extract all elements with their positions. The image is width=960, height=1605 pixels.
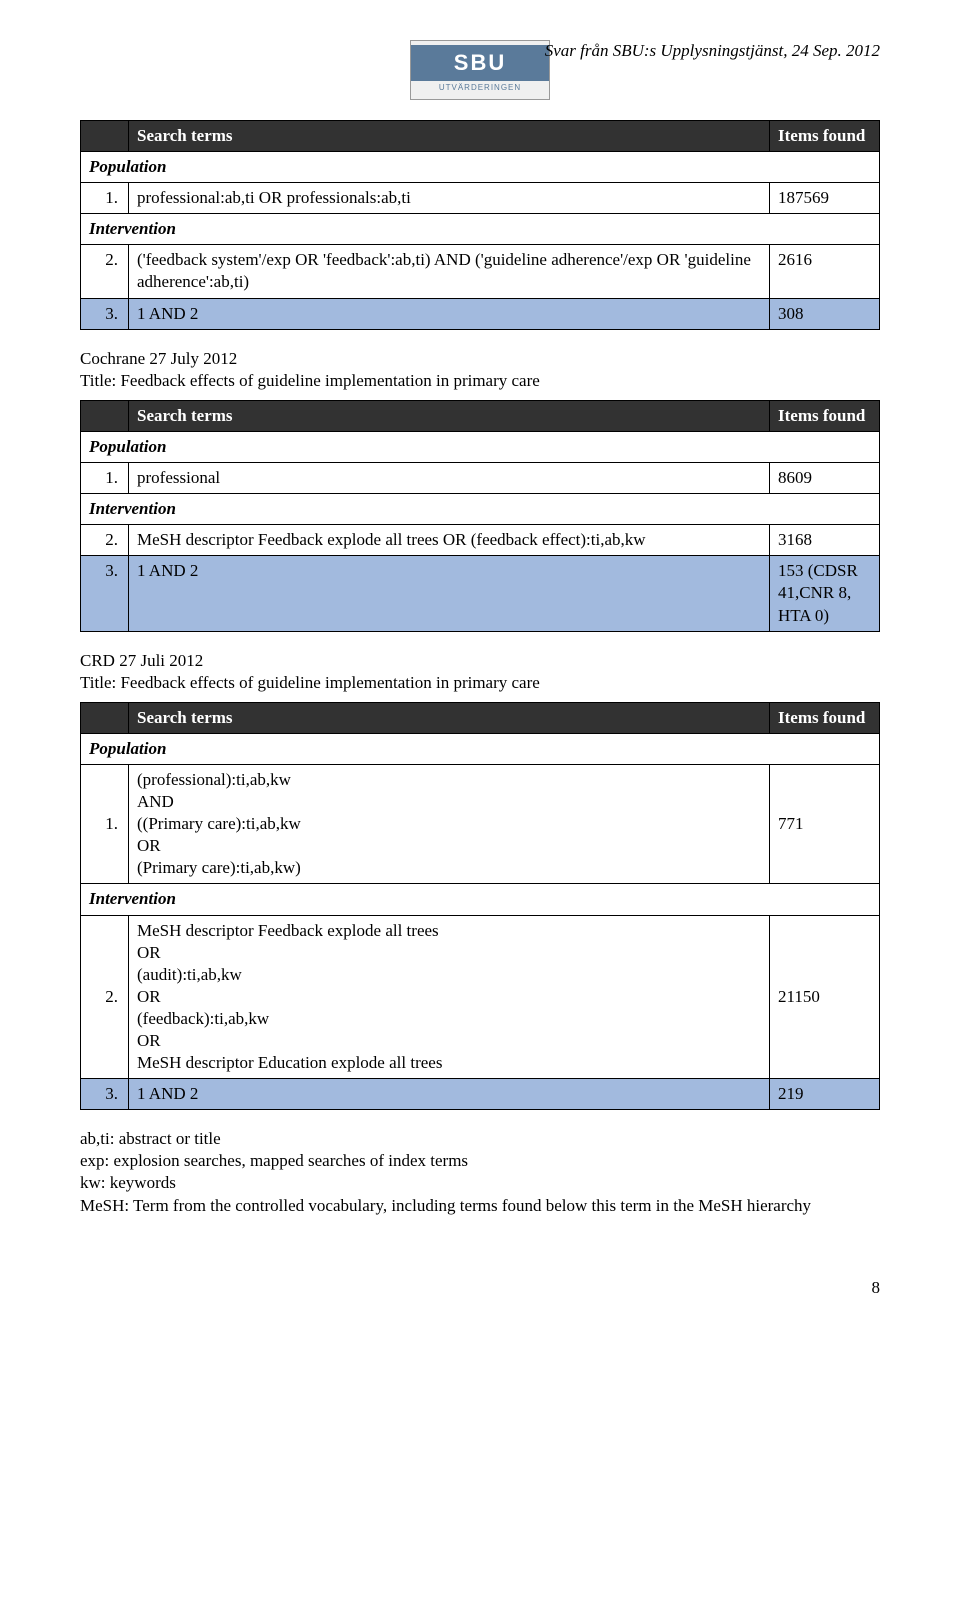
items-found-header: Items found <box>770 400 880 431</box>
population-section: Population <box>81 431 880 462</box>
table-row: 1. (professional):ti,ab,kw AND ((Primary… <box>81 764 880 883</box>
row-text: 1 AND 2 <box>129 298 770 329</box>
note-line: MeSH: Term from the controlled vocabular… <box>80 1195 880 1217</box>
row-text: ('feedback system'/exp OR 'feedback':ab,… <box>129 245 770 298</box>
row-val: 153 (CDSR 41,CNR 8, HTA 0) <box>770 556 880 631</box>
row-text: MeSH descriptor Feedback explode all tre… <box>129 525 770 556</box>
row-val: 219 <box>770 1079 880 1110</box>
row-text: 1 AND 2 <box>129 1079 770 1110</box>
block3-title-line1: CRD 27 Juli 2012 <box>80 650 880 672</box>
blank-header <box>81 121 129 152</box>
block2-title-line1: Cochrane 27 July 2012 <box>80 348 880 370</box>
sbu-logo: SBU UTVÄRDERINGEN <box>410 40 550 100</box>
block3-title-line2: Title: Feedback effects of guideline imp… <box>80 672 880 694</box>
page-number: 8 <box>80 1277 880 1299</box>
row-val: 187569 <box>770 183 880 214</box>
row-text: professional <box>129 463 770 494</box>
table-row: 3. 1 AND 2 219 <box>81 1079 880 1110</box>
notes-block: ab,ti: abstract or title exp: explosion … <box>80 1128 880 1216</box>
row-num: 2. <box>81 245 129 298</box>
items-found-header: Items found <box>770 702 880 733</box>
table-row: 2. MeSH descriptor Feedback explode all … <box>81 915 880 1079</box>
population-section: Population <box>81 733 880 764</box>
row-num: 2. <box>81 915 129 1079</box>
row-val: 3168 <box>770 525 880 556</box>
page-header: SBU UTVÄRDERINGEN Svar från SBU:s Upplys… <box>80 40 880 100</box>
intervention-section: Intervention <box>81 214 880 245</box>
row-text: (professional):ti,ab,kw AND ((Primary ca… <box>129 764 770 883</box>
search-table-3: Search terms Items found Population 1. (… <box>80 702 880 1111</box>
logo-sub-text: UTVÄRDERINGEN <box>439 81 521 95</box>
row-num: 1. <box>81 463 129 494</box>
population-section: Population <box>81 152 880 183</box>
blank-header <box>81 702 129 733</box>
row-num: 1. <box>81 764 129 883</box>
search-terms-header: Search terms <box>129 121 770 152</box>
row-val: 771 <box>770 764 880 883</box>
blank-header <box>81 400 129 431</box>
block2-title-line2: Title: Feedback effects of guideline imp… <box>80 370 880 392</box>
note-line: ab,ti: abstract or title <box>80 1128 880 1150</box>
row-num: 3. <box>81 1079 129 1110</box>
row-val: 2616 <box>770 245 880 298</box>
row-text: MeSH descriptor Feedback explode all tre… <box>129 915 770 1079</box>
row-text: professional:ab,ti OR professionals:ab,t… <box>129 183 770 214</box>
row-num: 3. <box>81 556 129 631</box>
row-val: 308 <box>770 298 880 329</box>
note-line: kw: keywords <box>80 1172 880 1194</box>
row-num: 2. <box>81 525 129 556</box>
search-terms-header: Search terms <box>129 702 770 733</box>
block2-title: Cochrane 27 July 2012 Title: Feedback ef… <box>80 348 880 392</box>
table-row: 1. professional 8609 <box>81 463 880 494</box>
row-val: 21150 <box>770 915 880 1079</box>
table-row: 3. 1 AND 2 308 <box>81 298 880 329</box>
table-row: 2. ('feedback system'/exp OR 'feedback':… <box>81 245 880 298</box>
row-num: 1. <box>81 183 129 214</box>
row-num: 3. <box>81 298 129 329</box>
row-val: 8609 <box>770 463 880 494</box>
logo-main-text: SBU <box>411 45 549 82</box>
row-text: 1 AND 2 <box>129 556 770 631</box>
intervention-section: Intervention <box>81 494 880 525</box>
table-row: 2. MeSH descriptor Feedback explode all … <box>81 525 880 556</box>
items-found-header: Items found <box>770 121 880 152</box>
source-line: Svar från SBU:s Upplysningstjänst, 24 Se… <box>545 40 880 62</box>
note-line: exp: explosion searches, mapped searches… <box>80 1150 880 1172</box>
table-row: 3. 1 AND 2 153 (CDSR 41,CNR 8, HTA 0) <box>81 556 880 631</box>
intervention-section: Intervention <box>81 884 880 915</box>
search-table-2: Search terms Items found Population 1. p… <box>80 400 880 632</box>
search-terms-header: Search terms <box>129 400 770 431</box>
block3-title: CRD 27 Juli 2012 Title: Feedback effects… <box>80 650 880 694</box>
table-row: 1. professional:ab,ti OR professionals:a… <box>81 183 880 214</box>
search-table-1: Search terms Items found Population 1. p… <box>80 120 880 330</box>
